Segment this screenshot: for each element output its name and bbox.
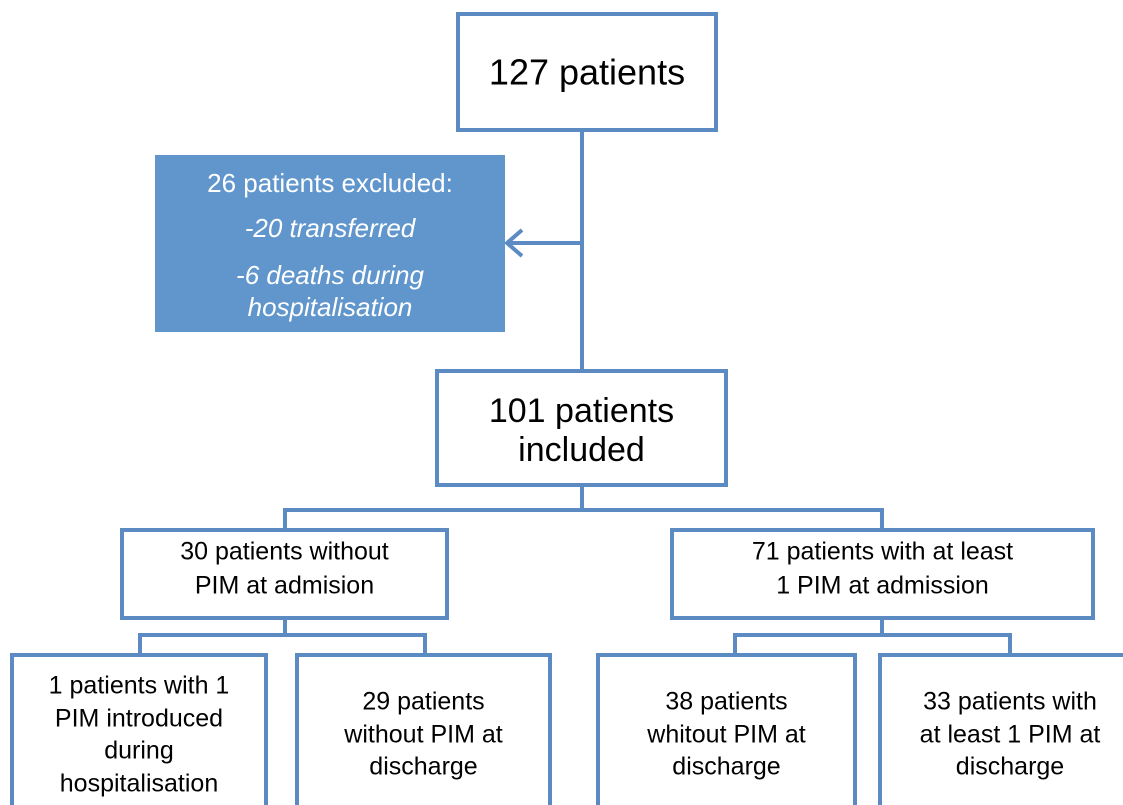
box-text: 30 patients without	[180, 538, 389, 566]
box-text: without PIM at	[343, 721, 502, 749]
box	[10, 653, 268, 805]
node: 30 patients without PIM at admision	[120, 528, 449, 620]
box-text: PIM introduced	[55, 705, 223, 733]
box-text: during	[104, 737, 174, 765]
box-text: discharge	[672, 753, 780, 781]
box	[435, 369, 728, 487]
exclusion-box	[155, 155, 505, 332]
box-text: discharge	[369, 753, 477, 781]
node: 38 patients whitout PIM at discharge	[596, 653, 857, 805]
box	[878, 653, 1123, 805]
exclusion-item: -20 transferred	[245, 213, 417, 243]
node: 1 patients with 1 PIM introduced during hos…	[10, 653, 268, 805]
box-text: included	[518, 431, 645, 469]
box-text: 127 patients	[489, 52, 685, 93]
node: 26 patients excluded: -20 transferred -6 d…	[155, 155, 505, 332]
line: hospitalisation	[248, 292, 413, 322]
exclusion-item: -6 deaths during hospitalisation	[236, 260, 424, 322]
box-text: 38 patients	[665, 688, 787, 716]
box	[120, 528, 449, 620]
box-text: 71 patients with at least	[752, 538, 1013, 566]
box	[670, 528, 1095, 620]
connector	[138, 618, 427, 655]
box-text: hospitalisation	[60, 770, 218, 798]
box-text: 29 patients	[362, 688, 484, 716]
arrow-head	[503, 228, 524, 258]
box-text: PIM at admision	[195, 572, 374, 600]
box-text: 101 patients	[489, 392, 674, 430]
node: 29 patients without PIM at discharge	[295, 653, 552, 805]
box-text: discharge	[956, 753, 1064, 781]
box-text: at least 1 PIM at	[920, 721, 1101, 749]
connectors	[138, 130, 1012, 655]
box	[295, 653, 552, 805]
connector	[283, 485, 884, 530]
connector	[733, 618, 1012, 655]
node: 71 patients with at least 1 PIM at admiss…	[670, 528, 1095, 620]
box-text: 1 patients with 1	[49, 672, 230, 700]
box-text: 33 patients with	[923, 688, 1097, 716]
node: 127 patients	[456, 12, 718, 132]
line: -6 deaths during	[236, 260, 424, 290]
exclusion-heading: 26 patients excluded:	[207, 168, 453, 198]
box	[456, 12, 718, 132]
box-text: whitout PIM at	[646, 721, 805, 749]
box-text: 1 PIM at admission	[776, 572, 989, 600]
box	[596, 653, 857, 805]
node: 33 patients with at least 1 PIM at dischar…	[878, 653, 1123, 805]
